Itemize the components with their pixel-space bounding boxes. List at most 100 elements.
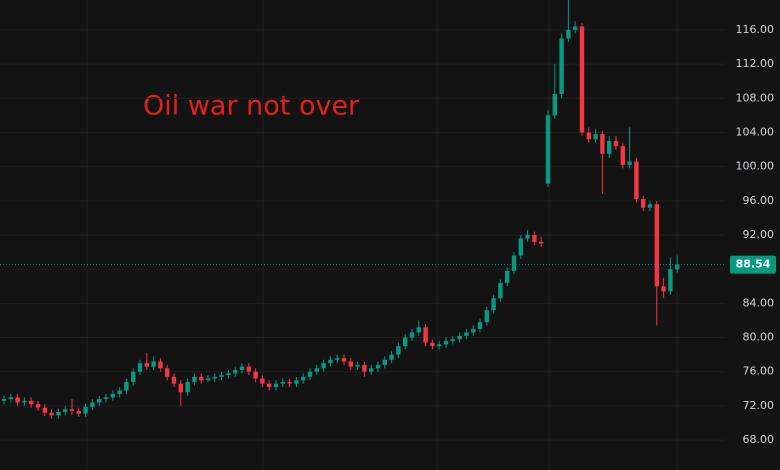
candle-body (219, 375, 224, 377)
candle-body (362, 364, 367, 372)
candle-body (165, 368, 170, 377)
candle-body (69, 409, 75, 412)
candle-body (627, 161, 632, 165)
candle-body (239, 366, 245, 371)
candle-body (586, 132, 591, 140)
candle-body (668, 269, 673, 292)
candle-body (8, 397, 13, 400)
candle-body (307, 371, 313, 377)
candle-body (511, 255, 517, 271)
candle-body (661, 286, 666, 292)
candle-body (641, 199, 646, 208)
candle-body (518, 238, 523, 256)
candle-body (498, 282, 503, 299)
last-price-label: 88.54 (736, 258, 771, 271)
candle-body (158, 361, 163, 369)
candle-body (83, 406, 88, 414)
candle-body (314, 368, 319, 372)
last-price-tag (730, 255, 776, 274)
candle-body (328, 359, 333, 364)
candle-body (124, 381, 129, 391)
candle-body (131, 371, 136, 382)
candle-body (559, 38, 564, 94)
candle-body (430, 342, 435, 347)
candle-body (505, 270, 510, 283)
candle-body (192, 376, 197, 382)
candle-body (532, 235, 537, 242)
candle-body (457, 335, 462, 340)
y-tick-label: 76.00 (743, 365, 775, 378)
candle-body (464, 332, 469, 336)
candle-body (545, 115, 551, 184)
candle-body (471, 329, 476, 333)
candle-body (491, 298, 496, 311)
candle-body (389, 354, 394, 360)
y-tick-label: 108.00 (736, 91, 775, 104)
candle-body (600, 134, 605, 154)
candle-body (110, 393, 115, 398)
candle-body (423, 327, 428, 343)
candle-body (199, 376, 204, 381)
candle-body (396, 346, 401, 355)
candle-body (97, 399, 102, 403)
y-tick-label: 68.00 (743, 433, 775, 446)
candle-body (403, 337, 408, 347)
candle-body (409, 332, 415, 338)
candle-body (171, 376, 177, 384)
candle-body (144, 363, 149, 367)
candle-body (103, 397, 109, 400)
candle-body (294, 380, 299, 384)
candle-body (22, 400, 27, 403)
y-tick-label: 104.00 (736, 125, 775, 138)
candle-body (552, 94, 557, 116)
candle-body (151, 361, 156, 367)
y-tick-label: 96.00 (743, 194, 775, 207)
candle-body (273, 383, 279, 388)
y-tick-label: 116.00 (736, 23, 775, 36)
candle-body (573, 26, 578, 30)
y-tick-label: 112.00 (736, 57, 775, 70)
candle-body (450, 339, 455, 341)
candle-body (137, 363, 143, 372)
candle-body (484, 310, 489, 323)
candle-body (369, 368, 374, 372)
candle-body (226, 373, 231, 376)
candle-body (321, 363, 326, 369)
y-tick-label: 80.00 (743, 331, 775, 344)
candle-body (375, 364, 381, 369)
candle-body (56, 411, 61, 416)
candle-body (443, 340, 449, 345)
candle-body (178, 383, 183, 393)
candle-body (355, 364, 360, 367)
candle-body (566, 29, 571, 39)
candle-body (675, 264, 680, 270)
candle-body (29, 400, 34, 405)
y-tick-label: 100.00 (736, 160, 775, 173)
candle-body (647, 204, 653, 208)
y-tick-label: 92.00 (743, 228, 775, 241)
candle-body (477, 322, 483, 329)
candle-body (205, 378, 211, 381)
candle-body (348, 361, 353, 367)
candle-body (280, 381, 285, 384)
candle-body (212, 376, 217, 379)
candle-body (15, 397, 20, 403)
candle-body (267, 383, 272, 388)
candle-body (613, 141, 619, 147)
candle-body (185, 381, 190, 393)
candle-body (246, 366, 251, 372)
candle-body (341, 358, 347, 362)
candle-body (416, 327, 421, 333)
candle-body (49, 412, 54, 416)
annotation: Oil war not over (143, 91, 360, 122)
candle-body (35, 404, 41, 408)
candle-body (539, 241, 544, 244)
candle-body (607, 141, 612, 154)
candle-body (260, 378, 265, 384)
candle-body (76, 411, 81, 414)
candle-body (525, 235, 530, 239)
candle-body (1, 399, 7, 401)
candle-body (301, 376, 306, 381)
candle-body (233, 370, 238, 374)
y-tick-label: 72.00 (743, 399, 775, 412)
